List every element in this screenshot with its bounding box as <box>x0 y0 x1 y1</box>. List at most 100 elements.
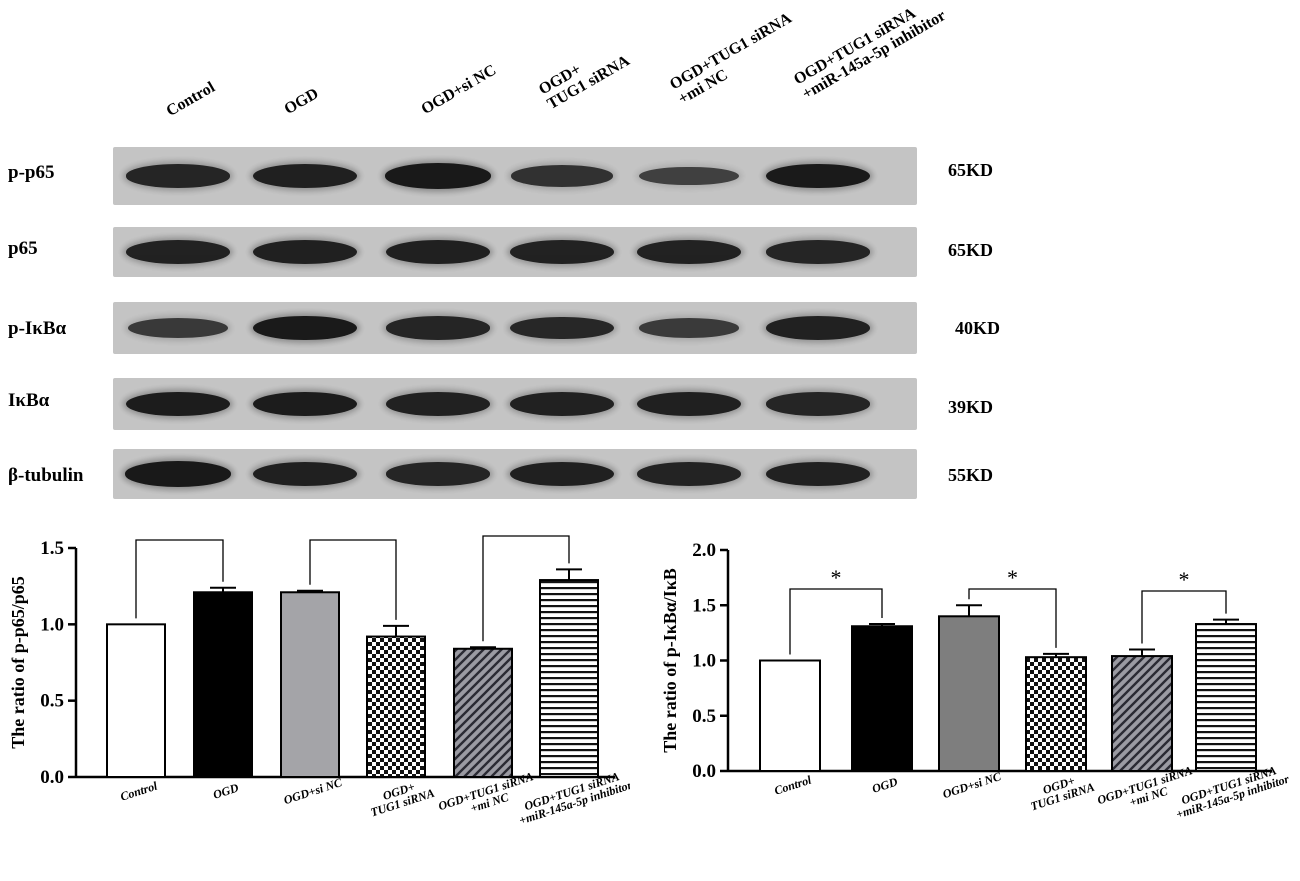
y-tick-label: 0.5 <box>40 691 64 712</box>
bar <box>366 635 426 779</box>
svg-text:OGD+si NC: OGD+si NC <box>282 775 345 807</box>
bar-chart-p-p65-ratio: 0.0 0.5 1.0 1.5 The ratio of p-p65/p65 Contro… <box>8 530 630 827</box>
blot-band <box>127 318 229 338</box>
blot-strip <box>113 227 917 277</box>
bar <box>759 659 821 772</box>
x-tick-label: Control <box>773 772 814 797</box>
blot-band <box>252 239 358 265</box>
blot-row-label: p-IκBα <box>8 318 67 339</box>
y-axis-label: The ratio of p-IκBα/IκB <box>660 568 680 753</box>
bar-chart-p-ikba-ratio: 0.0 0.5 1.0 1.5 2.0 The ratio of p-IκBα/IκB Co… <box>660 540 1291 821</box>
blot-band <box>252 461 358 487</box>
blot-band <box>385 163 491 189</box>
blot-band <box>510 240 614 264</box>
blot-strip <box>113 302 917 354</box>
svg-text:OGD: OGD <box>211 780 240 801</box>
molecular-weight-label: 65KD <box>948 160 993 180</box>
x-tick-label: OGD <box>870 774 899 795</box>
blot-band <box>126 164 230 188</box>
svg-text:Control: Control <box>119 778 160 803</box>
blot-band <box>766 316 870 340</box>
lane-header: OGD <box>281 85 322 118</box>
significance-bracket <box>1141 590 1227 644</box>
blot-band <box>765 462 870 486</box>
bar <box>539 579 599 779</box>
significance-star: * <box>1179 567 1190 592</box>
blot-strip <box>113 449 917 499</box>
significance-bracket <box>135 539 224 619</box>
blot-band <box>252 315 358 341</box>
blot-band <box>125 391 231 417</box>
y-tick-label: 1.5 <box>40 538 64 559</box>
lane-header: OGD+TUG1 siRNA +miR-145a-5p inhibitor <box>791 4 949 104</box>
blot-band <box>511 165 613 187</box>
molecular-weight-label: 65KD <box>948 240 993 260</box>
x-tick-label: OGD+TUG1 siRNA <box>1029 773 1096 813</box>
blot-band <box>510 392 614 416</box>
y-axis-label: The ratio of p-p65/p65 <box>8 576 28 749</box>
significance-bracket <box>482 535 570 642</box>
significance-star: * <box>521 530 532 537</box>
blot-band <box>766 240 870 264</box>
blot-strip <box>113 147 917 205</box>
blot-band <box>125 461 231 487</box>
blot-row-label: p-p65 <box>8 162 55 183</box>
blot-band <box>252 391 358 417</box>
x-tick-label: Control <box>119 778 160 803</box>
blot-band <box>636 391 742 417</box>
significance-star: * <box>174 530 185 541</box>
svg-text:Control: Control <box>773 772 814 797</box>
significance-star: * <box>348 530 359 541</box>
y-tick-label: 0.5 <box>692 706 716 727</box>
lane-header: OGD+TUG1 siRNA +mi NC <box>667 9 795 108</box>
blot-band <box>766 392 870 416</box>
significance-bracket <box>309 539 397 620</box>
bar <box>1025 656 1087 772</box>
molecular-weight-label: 40KD <box>955 318 1000 338</box>
y-tick-label: 2.0 <box>692 540 716 561</box>
svg-text:OGD: OGD <box>870 774 899 795</box>
blot-band <box>126 240 230 264</box>
blot-band <box>252 163 358 189</box>
bar <box>106 623 166 779</box>
significance-bracket <box>968 588 1057 648</box>
blot-band <box>637 462 741 486</box>
blot-band <box>639 166 739 186</box>
blot-band <box>637 240 741 264</box>
blot-band <box>638 318 740 338</box>
x-tick-label: OGD <box>211 780 240 801</box>
x-tick-label: OGD+si NC <box>941 769 1004 801</box>
bar <box>1111 655 1173 772</box>
blot-band <box>765 163 871 189</box>
blot-strip <box>113 378 917 430</box>
blot-row-label: β-tubulin <box>8 465 84 486</box>
molecular-weight-label: 55KD <box>948 465 993 485</box>
y-tick-label: 1.0 <box>40 614 64 635</box>
lane-header: OGD+ TUG1 siRNA <box>536 52 633 113</box>
blot-band <box>509 461 615 487</box>
x-tick-label: OGD+TUG1 siRNA <box>369 779 436 819</box>
lane-header: OGD+si NC <box>418 61 500 118</box>
bar <box>453 647 513 779</box>
blot-band <box>386 316 490 340</box>
molecular-weight-label: 39KD <box>948 397 993 417</box>
y-tick-label: 0.0 <box>40 767 64 788</box>
significance-star: * <box>1007 565 1018 590</box>
significance-bracket <box>789 588 883 655</box>
y-tick-label: 0.0 <box>692 761 716 782</box>
blot-band <box>386 462 490 486</box>
bar <box>938 615 1000 772</box>
svg-text:OGD+si NC: OGD+si NC <box>941 769 1004 801</box>
y-tick-label: 1.0 <box>692 651 716 672</box>
blot-row-label: IκBα <box>8 390 50 411</box>
y-tick-label: 1.5 <box>692 595 716 616</box>
blot-band <box>386 392 490 416</box>
x-tick-label: OGD+si NC <box>282 775 345 807</box>
bar <box>280 591 340 779</box>
bar <box>193 591 253 779</box>
blot-band <box>385 239 491 265</box>
blot-row-label: p65 <box>8 238 38 259</box>
significance-star: * <box>831 565 842 590</box>
lane-header: Control <box>163 78 218 120</box>
bar <box>851 625 913 773</box>
